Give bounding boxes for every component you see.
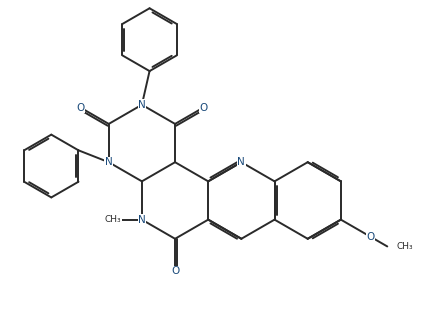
Text: CH₃: CH₃ — [105, 215, 122, 224]
Text: CH₃: CH₃ — [397, 242, 414, 251]
Text: N: N — [138, 215, 146, 225]
Text: N: N — [138, 100, 146, 110]
Text: O: O — [76, 103, 85, 113]
Text: N: N — [238, 157, 245, 167]
Text: N: N — [105, 157, 113, 167]
Text: O: O — [367, 232, 375, 242]
Text: O: O — [171, 266, 179, 276]
Text: O: O — [199, 103, 207, 113]
